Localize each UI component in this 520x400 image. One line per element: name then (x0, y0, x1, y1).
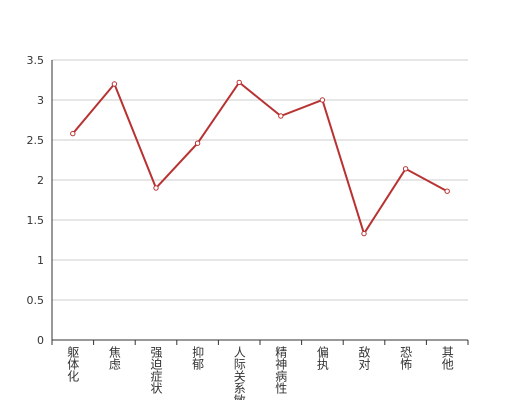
line (72, 80, 448, 236)
x-tick-label: 强迫症状 (149, 346, 163, 394)
point (444, 188, 450, 194)
x-tick-label: 焦虑 (107, 346, 121, 370)
x-tick-label: 偏执 (315, 345, 329, 371)
y-tick-label: 1 (37, 254, 44, 267)
x-tick-label: 恐怖 (399, 346, 413, 370)
point (111, 81, 118, 87)
point (402, 166, 409, 172)
x-tick-label: 精神病性 (274, 346, 288, 395)
y-tick-label: 3.5 (27, 54, 45, 67)
point (236, 79, 242, 86)
y-tick-label: 0 (37, 334, 44, 347)
y-tick-label: 1.5 (27, 214, 45, 227)
point (70, 130, 76, 137)
x-tick-label: 躯体化 (66, 345, 80, 383)
y-tick-label: 2 (37, 174, 44, 187)
point (194, 140, 201, 146)
point (153, 185, 159, 191)
point (361, 230, 367, 237)
x-tick-label: 敌对 (357, 345, 371, 370)
point (319, 97, 326, 103)
y-tick-label: 2.5 (27, 134, 45, 147)
point (278, 113, 284, 119)
y-tick-label: 0.5 (27, 294, 45, 307)
x-tick-label: 人际关系敏感 (232, 346, 246, 400)
x-tick-label: 抑郁 (191, 345, 205, 371)
y-tick-label: 3 (37, 94, 44, 107)
x-tick-label: 其他 (440, 346, 454, 370)
